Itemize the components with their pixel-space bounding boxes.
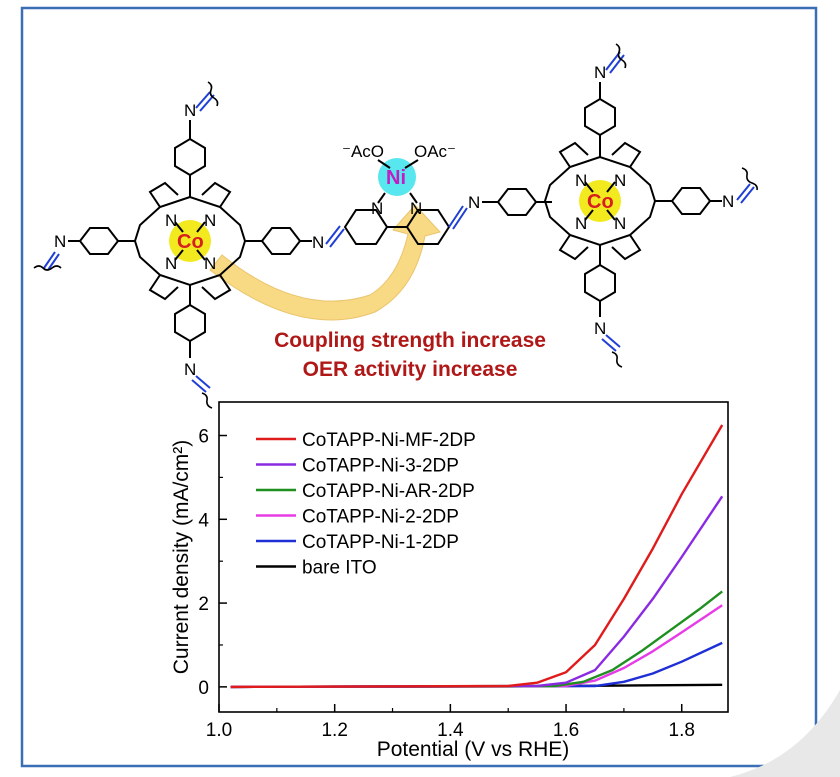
left-porphyrin: N N N N Co N N N bbox=[33, 81, 345, 409]
y-tick-label: 4 bbox=[198, 510, 209, 531]
legend-label: CoTAPP-Ni-3-2DP bbox=[302, 456, 459, 477]
nitrogen-label: N bbox=[204, 211, 216, 230]
wavy-bond bbox=[611, 351, 623, 368]
series-line bbox=[230, 424, 724, 689]
y-axis-title: Current density (mA/cm²) bbox=[170, 440, 193, 675]
nitrogen-label: N bbox=[468, 193, 480, 212]
figure-frame bbox=[20, 6, 818, 768]
right-porphyrin: N N N N Co N N N bbox=[543, 43, 758, 368]
nitrogen-label: N bbox=[614, 171, 626, 190]
acetate-right: OAc⁻ bbox=[414, 142, 456, 161]
corner-decoration bbox=[730, 690, 840, 777]
nickel-label: Ni bbox=[386, 167, 406, 189]
nitrogen-label: N bbox=[165, 254, 177, 273]
series-lines bbox=[230, 424, 724, 689]
nitrogen-label: N bbox=[594, 319, 606, 338]
nitrogen-label: N bbox=[722, 192, 734, 211]
acetate-left: ⁻AcO bbox=[342, 142, 384, 161]
nitrogen-label: N bbox=[614, 214, 626, 233]
right-cobalt-label: Co bbox=[587, 191, 614, 213]
legend: CoTAPP-Ni-MF-2DP CoTAPP-Ni-3-2DP CoTAPP-Ni… bbox=[256, 430, 476, 579]
y-tick-label: 0 bbox=[198, 678, 209, 699]
x-axis-title: Potential (V vs RHE) bbox=[377, 738, 570, 761]
y-tick-label: 6 bbox=[198, 427, 209, 448]
x-tick-label: 1.8 bbox=[669, 720, 695, 741]
wavy-bond bbox=[615, 43, 627, 69]
axis-ticks: 1.0 1.2 1.4 1.6 1.8 0 2 4 6 bbox=[198, 427, 695, 741]
left-cobalt-center bbox=[169, 220, 211, 262]
x-tick-label: 1.2 bbox=[321, 720, 347, 741]
series-line bbox=[230, 495, 724, 689]
nitrogen-label: N bbox=[184, 360, 196, 379]
nitrogen-label: N bbox=[371, 199, 383, 218]
nitrogen-label: N bbox=[575, 214, 587, 233]
nitrogen-label: N bbox=[184, 101, 196, 120]
nitrogen-label: N bbox=[204, 254, 216, 273]
legend-label: bare ITO bbox=[302, 558, 377, 579]
legend-label: CoTAPP-Ni-2-2DP bbox=[302, 507, 459, 528]
wavy-bond bbox=[207, 81, 219, 107]
left-cobalt-label: Co bbox=[177, 231, 204, 253]
nitrogen-label: N bbox=[165, 211, 177, 230]
caption-oer: OER activity increase bbox=[303, 358, 518, 381]
legend-label: CoTAPP-Ni-MF-2DP bbox=[302, 430, 476, 451]
coupling-arrow bbox=[209, 204, 441, 321]
series-line bbox=[230, 590, 723, 689]
right-cobalt-center bbox=[579, 180, 621, 222]
nitrogen-label: N bbox=[54, 232, 66, 251]
wavy-bond bbox=[33, 265, 62, 271]
wavy-bond bbox=[201, 392, 213, 409]
nitrogen-label: N bbox=[575, 171, 587, 190]
nitrogen-label: N bbox=[312, 233, 324, 252]
y-tick-label: 2 bbox=[198, 594, 209, 615]
series-line bbox=[230, 604, 723, 689]
legend-label: CoTAPP-Ni-AR-2DP bbox=[302, 481, 475, 502]
nitrogen-label: N bbox=[594, 63, 606, 82]
x-tick-label: 1.6 bbox=[553, 720, 579, 741]
wavy-bond bbox=[741, 167, 758, 191]
plot-frame bbox=[218, 401, 729, 713]
x-tick-label: 1.4 bbox=[437, 720, 464, 741]
bipyridine-nickel: Ni ⁻AcO OAc⁻ N N N bbox=[342, 142, 552, 245]
nitrogen-label: N bbox=[410, 199, 422, 218]
legend-label: CoTAPP-Ni-1-2DP bbox=[302, 532, 459, 553]
chemical-structure: N N N N Co N N N bbox=[33, 43, 758, 409]
caption-coupling: Coupling strength increase bbox=[274, 329, 546, 352]
x-tick-label: 1.0 bbox=[206, 720, 232, 741]
